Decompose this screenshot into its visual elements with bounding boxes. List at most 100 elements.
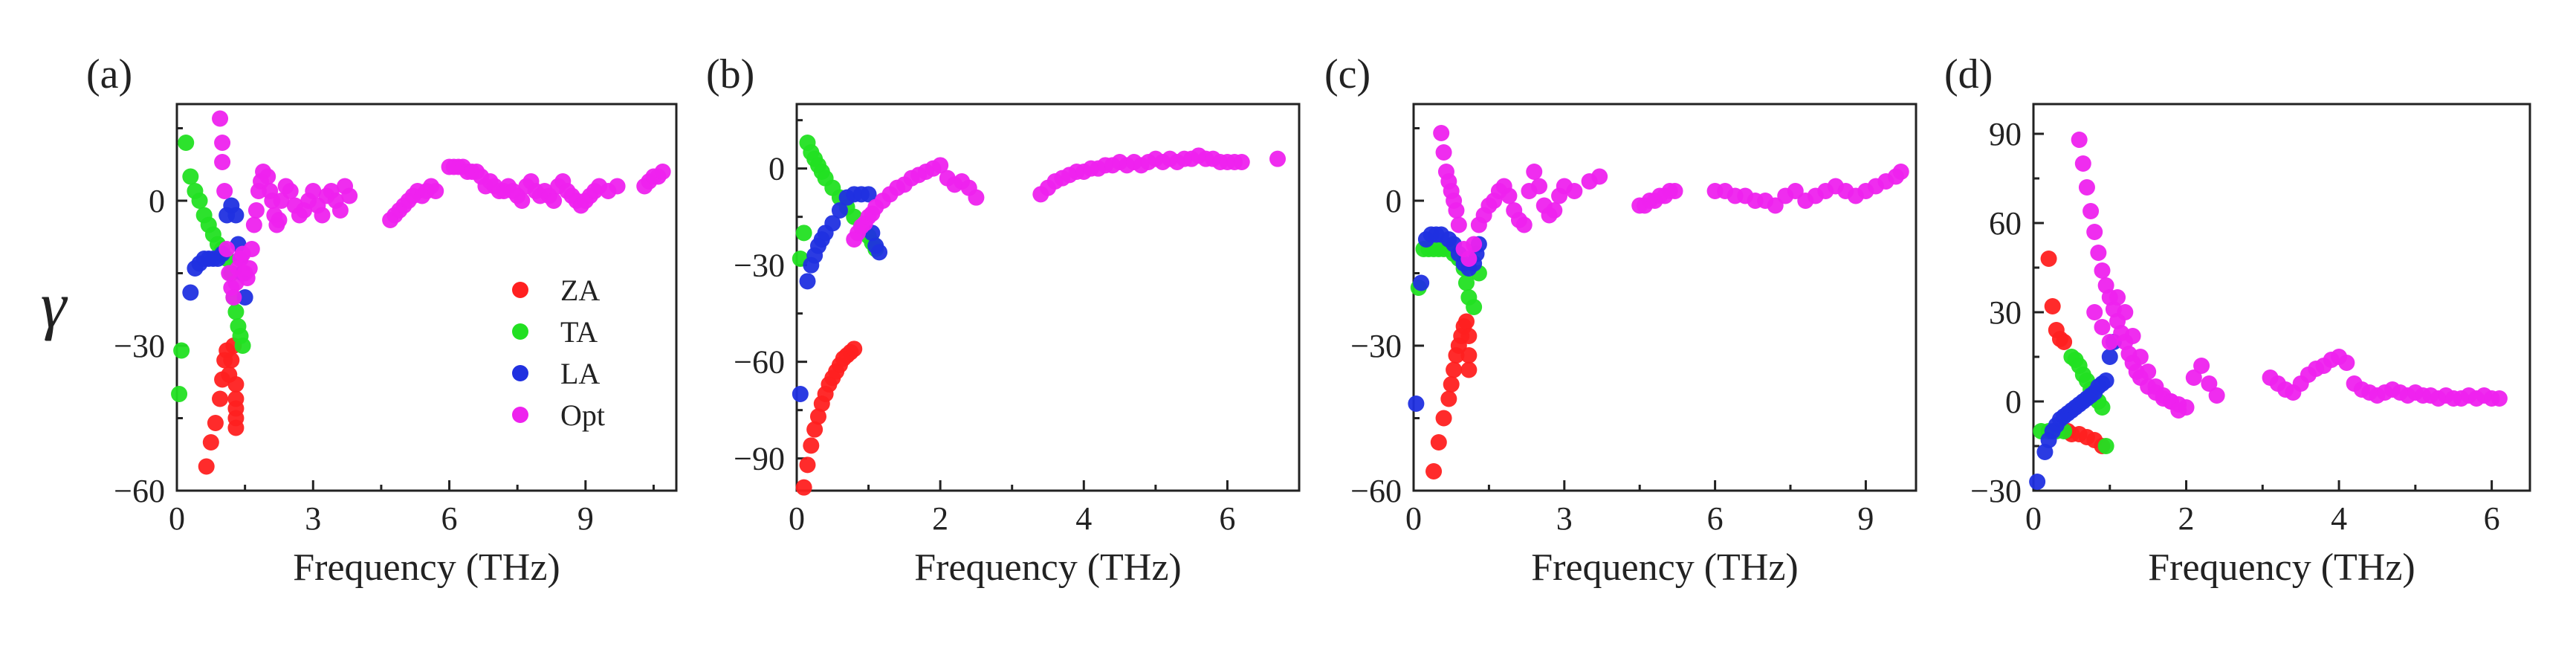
point-opt [241,260,258,277]
point-opt [1515,216,1533,233]
point-za [212,390,229,407]
point-za [1440,390,1457,407]
point-opt [216,183,233,199]
point-za [1435,410,1452,427]
point-la [1408,395,1425,412]
panel-label: (c) [1324,51,1370,97]
point-opt [2101,334,2118,350]
legend-marker-ta [512,323,528,340]
point-opt [514,193,531,209]
panel-3: (c) 0 3 6 9 −60 −30 0 Frequency (THz) [1324,51,1918,589]
point-opt [331,202,349,219]
point-ta [2094,399,2111,416]
point-ta [227,303,245,320]
point-opt [1448,202,1465,219]
y-tick-label: 0 [149,183,165,219]
point-opt [968,189,985,206]
point-opt [271,212,288,228]
point-opt [2109,289,2126,306]
point-opt [1526,164,1543,180]
point-opt [546,193,563,209]
point-opt [243,241,260,257]
y-tick-label: 0 [2005,384,2022,420]
x-tick-label: 3 [1556,500,1573,537]
x-tick-label: 3 [305,500,321,537]
point-opt [2086,304,2103,320]
y-tick-label: −90 [734,441,785,477]
point-opt [932,157,949,174]
x-tick-label: 6 [1219,500,1235,537]
y-tick-label: 30 [1989,294,2022,331]
point-opt [1892,164,1909,180]
point-opt [1591,168,1608,185]
point-opt [1566,183,1583,199]
point-opt [1501,187,1518,204]
x-axis-label: Frequency (THz) [914,546,1182,589]
point-opt [2086,224,2103,240]
point-opt [1435,144,1452,161]
point-la [1413,274,1430,291]
point-la [182,284,199,301]
point-opt [245,216,262,233]
point-opt [1546,202,1563,219]
panel-2: (b) 0 2 4 6 −90 −60 −30 0 Frequency (THz) [706,51,1301,589]
plot-frame [2032,103,2531,492]
point-opt [2132,349,2149,365]
point-za [806,421,823,438]
point-opt [1433,125,1450,141]
series-la [792,186,888,402]
panel-1: (a) 0 3 6 9 −60 −30 0 Frequency (THz) γ ZA TA LA Opt [41,51,678,589]
plot-frame [1412,103,1918,492]
point-za [1460,328,1478,344]
point-ta [1457,274,1475,291]
point-opt [2185,369,2202,386]
x-tick-label: 2 [2178,500,2195,537]
point-la [792,386,809,402]
point-opt [2140,364,2157,380]
point-opt [225,289,242,306]
point-za [799,456,816,474]
point-opt [1531,178,1547,195]
point-opt [2124,328,2141,344]
point-opt [1666,183,1683,199]
point-opt [2090,245,2107,261]
point-opt [2491,390,2508,407]
point-za [1460,361,1478,378]
point-ta [191,193,208,209]
y-axis-label: γ [41,270,68,342]
point-opt [214,135,231,151]
point-opt [2170,402,2187,419]
point-opt [2338,355,2355,371]
point-opt [2094,262,2111,279]
point-za [227,376,245,393]
point-opt [609,178,626,195]
point-opt [2201,375,2218,392]
point-ta [182,168,199,185]
series-za [795,340,863,496]
point-ta [795,225,812,242]
x-tick-label: 6 [2484,500,2500,537]
plot-frame [175,103,678,492]
point-za [2044,298,2061,314]
panel-label: (d) [1944,51,1993,97]
y-tick-label: 90 [1989,116,2022,152]
x-tick-label: 4 [2331,500,2347,537]
legend-marker-la [512,365,528,381]
point-za [223,352,240,369]
point-za [1430,434,1447,451]
point-la [824,215,841,232]
data-points [2029,132,2508,490]
point-ta [173,342,190,359]
point-opt [314,207,331,224]
x-tick-label: 0 [789,500,805,537]
series-za [1425,313,1478,480]
point-la [831,202,848,219]
data-points [1408,125,1909,480]
legend-label-za: ZA [560,274,600,307]
point-za [207,415,224,431]
y-tick-label: −30 [734,248,785,284]
x-axis-label: Frequency (THz) [293,546,560,589]
point-opt [1269,150,1287,167]
x-axis-label: Frequency (THz) [1531,546,1799,589]
